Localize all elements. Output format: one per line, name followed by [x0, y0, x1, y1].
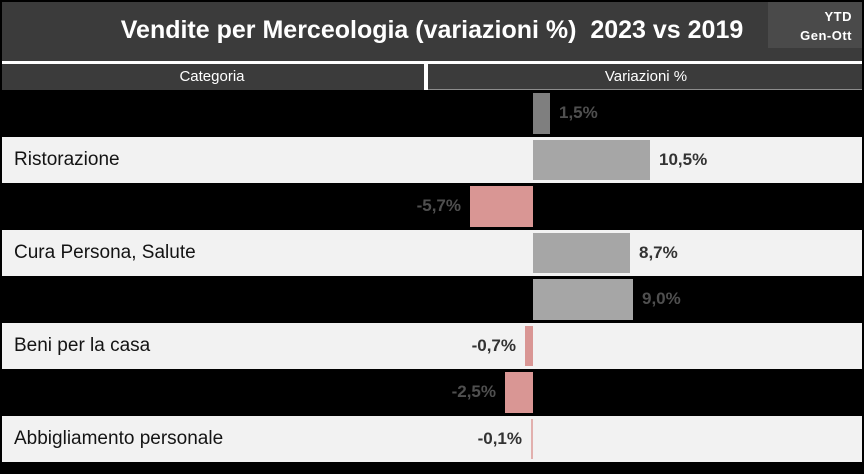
page-title: Vendite per Merceologia (variazioni %) 2… — [120, 16, 744, 44]
period-badge-months: Gen-Ott — [800, 28, 852, 43]
value-bar — [525, 325, 533, 366]
title-divider — [0, 61, 864, 64]
value-bar — [505, 372, 533, 413]
value-label: -0,1% — [477, 428, 522, 448]
table-row: Abbigliamento personale -0,1% — [0, 415, 864, 462]
column-divider — [424, 64, 428, 90]
category-label: Abbigliamento personale — [14, 427, 224, 449]
value-bar — [533, 232, 630, 273]
table-row: Cura Persona, Salute 8,7% — [0, 229, 864, 276]
value-bar — [470, 186, 533, 227]
value-label: -0,7% — [471, 335, 516, 355]
title-bar: Vendite per Merceologia (variazioni %) 2… — [0, 0, 864, 61]
value-label: 10,5% — [659, 149, 708, 169]
column-header-categoria: Categoria — [179, 68, 245, 85]
table-row: -5,7% — [0, 183, 864, 230]
table-row: 9,0% — [0, 276, 864, 323]
value-bar — [533, 139, 650, 180]
value-bar — [531, 418, 533, 459]
chart-rows: 1,5% Ristorazione 10,5% -5,7% Cura Persona, … — [0, 90, 864, 462]
footer-strip — [0, 462, 864, 474]
period-badge: YTD Gen-Ott — [768, 2, 862, 48]
table-row: Beni per la casa -0,7% — [0, 322, 864, 369]
column-header-variazioni: Variazioni % — [428, 64, 864, 90]
table-row: Ristorazione 10,5% — [0, 136, 864, 183]
category-label: Beni per la casa — [14, 334, 151, 356]
table-row: -2,5% — [0, 369, 864, 416]
value-label: 1,5% — [559, 103, 598, 123]
value-bar — [533, 93, 550, 134]
table-row: 1,5% — [0, 90, 864, 137]
value-label: -2,5% — [451, 382, 496, 402]
category-label: Cura Persona, Salute — [14, 241, 196, 263]
category-label: Ristorazione — [14, 148, 120, 170]
column-header-row: Categoria Variazioni % — [0, 64, 864, 90]
period-badge-ytd: YTD — [824, 9, 852, 24]
value-label: 8,7% — [639, 242, 678, 262]
value-label: 9,0% — [642, 289, 681, 309]
value-label: -5,7% — [416, 196, 461, 216]
value-bar — [533, 279, 633, 320]
